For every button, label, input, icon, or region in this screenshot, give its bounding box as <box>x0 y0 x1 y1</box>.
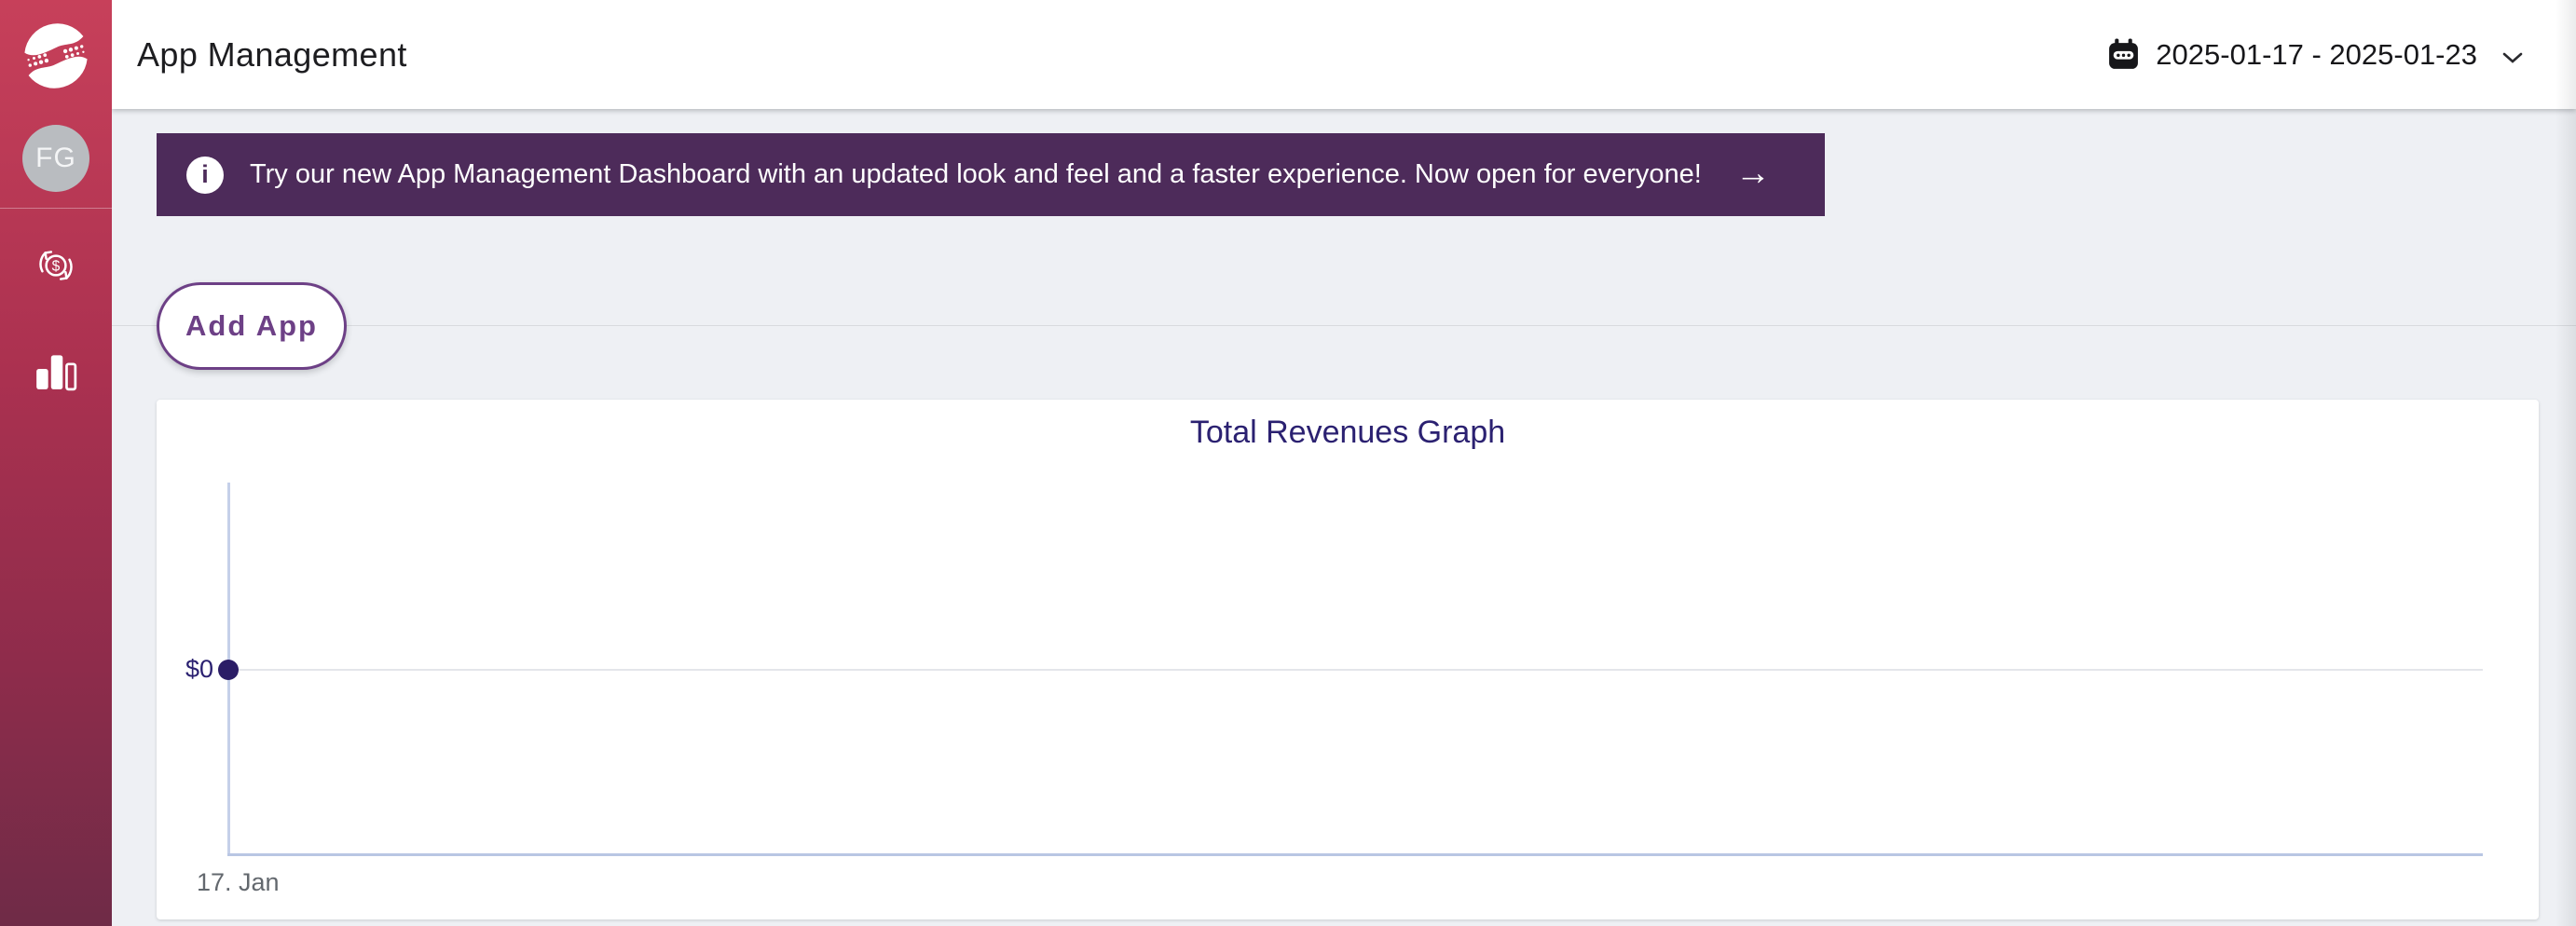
x-axis <box>227 853 2483 856</box>
info-icon: i <box>186 156 224 194</box>
x-axis-tick-label: 17. Jan <box>197 868 280 896</box>
avatar-initials: FG <box>35 143 76 173</box>
page-title: App Management <box>137 34 407 74</box>
calendar-icon <box>2109 38 2139 69</box>
sidebar-item-revenue-sync[interactable]: $ <box>0 233 112 298</box>
header: App Management 2025-01-17 - 2025-01-23 <box>112 0 2576 109</box>
date-range-picker[interactable]: 2025-01-17 - 2025-01-23 <box>2106 0 2524 109</box>
chart-title: Total Revenues Graph <box>1189 415 1506 450</box>
data-point-marker <box>218 660 239 680</box>
arrow-right-icon: → <box>1734 153 1771 193</box>
zero-gridline <box>227 669 2483 671</box>
currency-sync-icon: $ <box>39 251 73 280</box>
user-avatar[interactable]: FG <box>22 125 89 192</box>
brand-swirl-icon <box>24 23 88 89</box>
vertical-scrollbar[interactable] <box>2555 0 2576 926</box>
section-divider <box>112 325 2576 326</box>
sidebar-item-reports[interactable] <box>0 336 112 402</box>
svg-text:$: $ <box>52 259 61 275</box>
brand-logo[interactable] <box>17 17 95 95</box>
sidebar: FG $ <box>0 0 112 926</box>
total-revenues-card: Total Revenues Graph $0 17. Jan <box>157 400 2539 919</box>
banner-message: Try our new App Management Dashboard wit… <box>250 159 1702 189</box>
bar-chart-icon <box>36 355 77 391</box>
chevron-down-icon <box>2502 52 2523 63</box>
add-app-button[interactable]: Add App <box>157 282 347 370</box>
y-axis-tick-label: $0 <box>185 655 213 683</box>
sidebar-divider <box>0 208 112 209</box>
announcement-banner[interactable]: i Try our new App Management Dashboard w… <box>157 133 1825 216</box>
date-range-value: 2025-01-17 - 2025-01-23 <box>2156 37 2477 71</box>
